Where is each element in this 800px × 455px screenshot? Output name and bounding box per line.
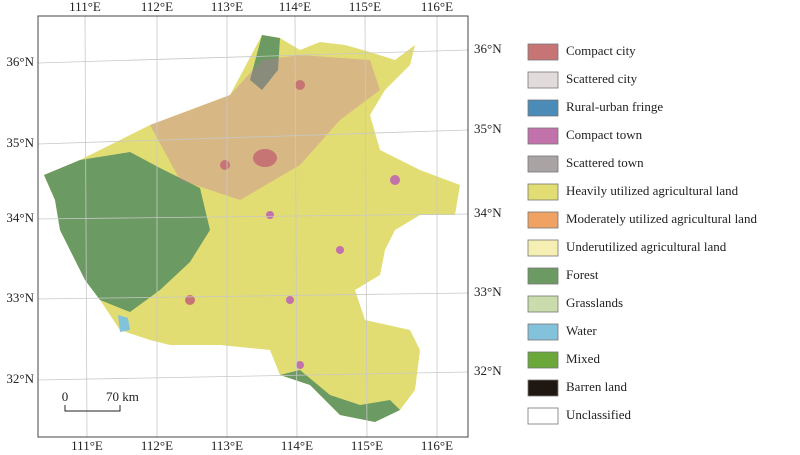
city (390, 175, 400, 185)
lat-label-right: 34°N (474, 205, 502, 220)
legend-swatch (527, 267, 559, 285)
lon-label-top: 114°E (279, 0, 311, 14)
legend-label: Scattered town (566, 155, 644, 170)
city (185, 295, 195, 305)
map-frame (37, 15, 469, 438)
parallel (37, 292, 469, 300)
legend-label: Moderately utilized agricultural land (566, 211, 757, 226)
lon-label-top: 112°E (141, 0, 173, 14)
meridian (84, 15, 88, 438)
lat-label-left: 36°N (6, 54, 34, 69)
lat-label-right: 36°N (474, 41, 502, 56)
scale-end: 70 km (106, 389, 139, 404)
legend-label: Unclassified (566, 407, 631, 422)
lon-label-top: 116°E (421, 0, 453, 14)
legend-swatch (527, 379, 559, 397)
legend-label: Barren land (566, 379, 628, 394)
urban-band (150, 55, 380, 200)
lat-label-left: 34°N (6, 210, 34, 225)
scale-bar: 0 70 km (62, 389, 139, 412)
city (336, 246, 344, 254)
parallel (37, 371, 469, 381)
lat-label-left: 32°N (6, 371, 34, 386)
legend-label: Forest (566, 267, 599, 282)
graticule (37, 15, 469, 438)
lon-label-bottom: 116°E (421, 438, 453, 453)
lon-label-top: 111°E (69, 0, 101, 14)
legend-swatch (527, 71, 559, 89)
legend-swatch (527, 239, 559, 257)
city (295, 80, 305, 90)
legend-label: Compact town (566, 127, 643, 142)
forest-north (250, 35, 280, 90)
province-area (44, 35, 460, 422)
lon-label-bottom: 112°E (141, 438, 173, 453)
water (118, 315, 130, 332)
legend-swatch (527, 407, 559, 425)
lon-label-top: 113°E (211, 0, 243, 14)
forest-south (280, 370, 400, 422)
legend-swatch (527, 323, 559, 341)
parallel (37, 129, 469, 145)
parallel (37, 49, 469, 64)
map-body (44, 35, 460, 422)
scale-line (64, 405, 121, 412)
legend-swatch (527, 127, 559, 145)
lon-label-bottom: 114°E (281, 438, 313, 453)
lat-label-right: 33°N (474, 284, 502, 299)
lon-label-bottom: 111°E (71, 438, 103, 453)
lat-label-right: 35°N (474, 121, 502, 136)
legend-label: Heavily utilized agricultural land (566, 183, 739, 198)
legend-swatch (527, 183, 559, 201)
scale-start: 0 (62, 389, 69, 404)
city (220, 160, 230, 170)
legend-label: Scattered city (566, 71, 638, 86)
legend-swatch (527, 99, 559, 117)
legend-label: Rural-urban fringe (566, 99, 663, 114)
lat-label-left: 33°N (6, 290, 34, 305)
legend-swatch (527, 211, 559, 229)
legend-label: Underutilized agricultural land (566, 239, 727, 254)
city (286, 296, 294, 304)
lon-label-bottom: 115°E (351, 438, 383, 453)
city (296, 361, 304, 369)
legend-label: Compact city (566, 43, 636, 58)
city (266, 211, 274, 219)
legend-swatch (527, 43, 559, 61)
legend-swatch (527, 351, 559, 369)
meridian (294, 15, 298, 438)
legend-label: Grasslands (566, 295, 623, 310)
lat-label-left: 35°N (6, 135, 34, 150)
lon-label-top: 115°E (349, 0, 381, 14)
parallel (37, 213, 469, 220)
legend-label: Water (566, 323, 597, 338)
lon-label-bottom: 113°E (211, 438, 243, 453)
legend-label: Mixed (566, 351, 600, 366)
legend-swatch (527, 295, 559, 313)
city (253, 149, 277, 167)
meridian (364, 15, 368, 438)
lat-label-right: 32°N (474, 363, 502, 378)
legend-swatch (527, 155, 559, 173)
